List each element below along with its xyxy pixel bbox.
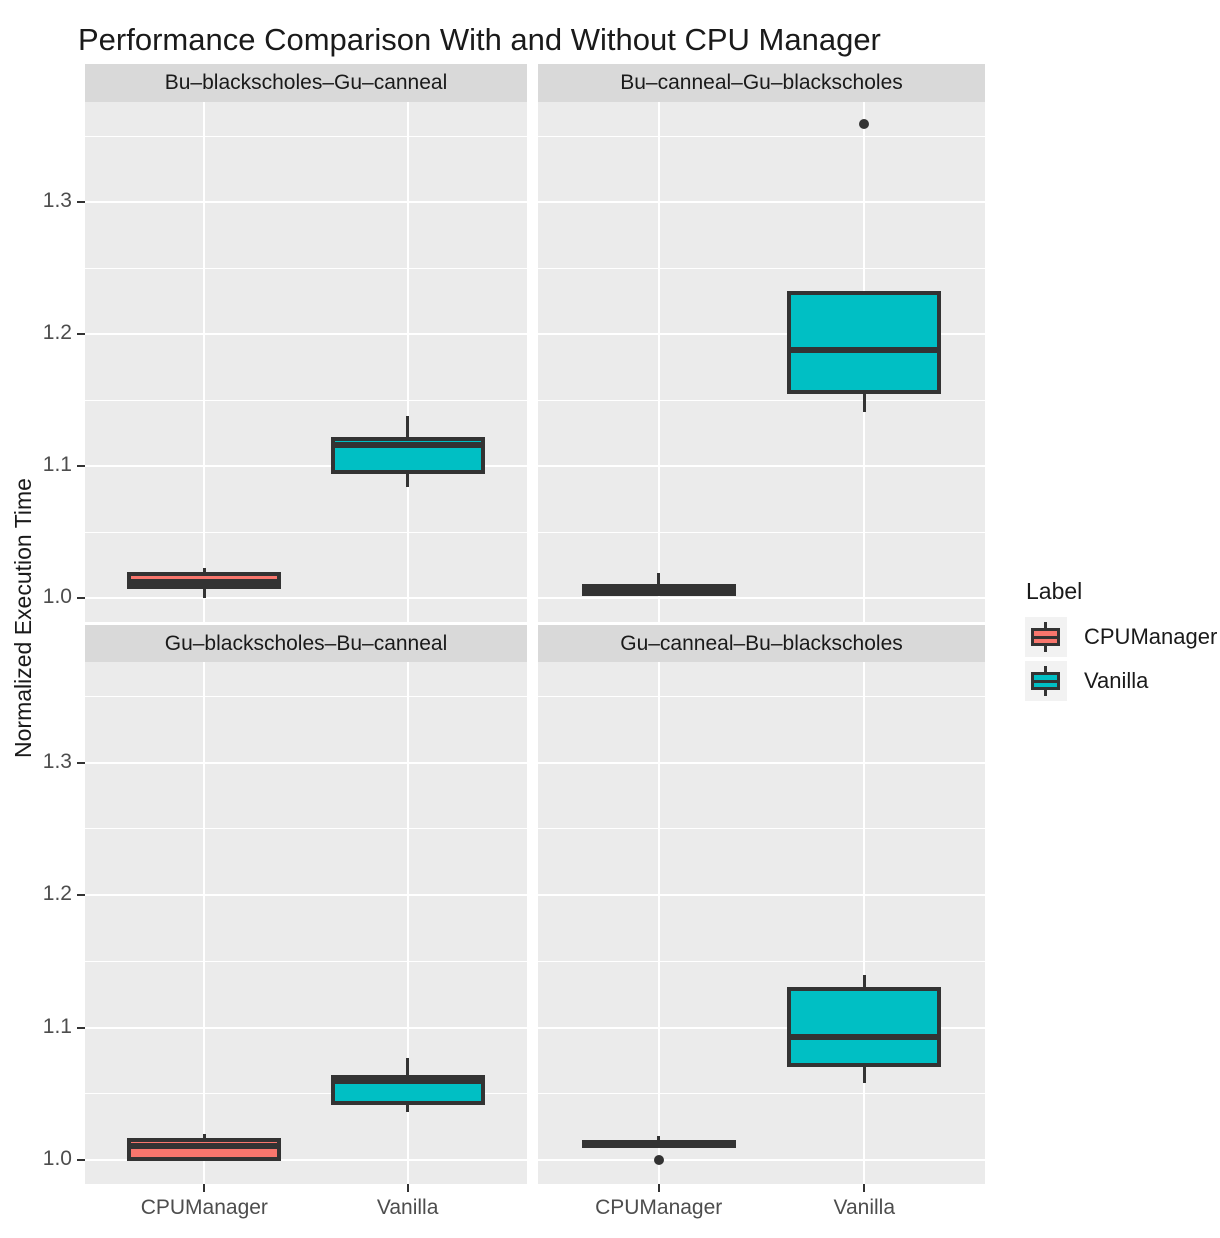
legend-label-vanilla: Vanilla <box>1084 668 1149 693</box>
legend-title: Label <box>1026 578 1083 604</box>
facet-strip: Bu–blackscholes–Gu–canneal <box>85 64 527 102</box>
boxplot-median <box>581 587 736 594</box>
x-axis-tick <box>203 1184 206 1192</box>
gridline-major <box>85 201 527 204</box>
y-axis-tick <box>77 201 85 204</box>
y-tick-label: 1.2 <box>42 882 72 906</box>
facet-strip-label: Bu–canneal–Gu–blackscholes <box>620 71 903 94</box>
gridline-minor <box>85 531 527 533</box>
legend-boxplot-median-icon <box>1031 636 1060 639</box>
chart-title: Performance Comparison With and Without … <box>78 22 881 57</box>
legend-key-vanilla <box>1025 661 1067 701</box>
gridline-major <box>85 761 527 764</box>
y-axis-tick <box>77 894 85 897</box>
y-tick-label: 1.3 <box>42 189 72 213</box>
legend-label-cpumanager: CPUManager <box>1084 624 1218 649</box>
y-axis-tick <box>77 761 85 764</box>
panel <box>85 102 527 622</box>
gridline-minor <box>538 531 985 533</box>
boxplot-median <box>787 347 942 354</box>
outlier-point <box>859 119 870 130</box>
gridline-major <box>538 465 985 468</box>
x-axis-tick <box>863 1184 866 1192</box>
gridline-minor <box>538 960 985 962</box>
gridline-major <box>85 894 527 897</box>
boxplot-box <box>787 986 942 1068</box>
gridline-minor <box>538 695 985 697</box>
boxplot-median <box>581 1141 736 1148</box>
gridline-minor <box>85 960 527 962</box>
y-axis-tick <box>77 1026 85 1029</box>
x-tick-label: Vanilla <box>833 1196 896 1219</box>
gridline-minor <box>85 695 527 697</box>
x-axis-tick <box>657 1184 660 1192</box>
y-tick-label: 1.1 <box>42 1014 72 1038</box>
gridline-vertical <box>406 662 409 1184</box>
gridline-vertical <box>203 102 206 622</box>
y-tick-label: 1.2 <box>42 321 72 345</box>
gridline-major <box>85 597 527 600</box>
gridline-major <box>85 1159 527 1162</box>
y-tick-label: 1.0 <box>42 585 72 609</box>
gridline-major <box>538 894 985 897</box>
gridline-major <box>85 333 527 336</box>
y-axis-tick <box>77 333 85 336</box>
facet-strip-label: Gu–canneal–Bu–blackscholes <box>620 632 903 655</box>
y-tick-label: 1.3 <box>42 749 72 773</box>
gridline-major <box>538 761 985 764</box>
gridline-vertical <box>657 662 660 1184</box>
panel <box>538 662 985 1184</box>
boxplot-box <box>787 290 942 394</box>
x-tick-label: Vanilla <box>376 1196 439 1219</box>
facet-strip: Gu–blackscholes–Bu–canneal <box>85 625 527 663</box>
y-tick-label: 1.0 <box>42 1147 72 1171</box>
gridline-minor <box>538 1093 985 1095</box>
x-tick-label: CPUManager <box>140 1196 268 1219</box>
gridline-minor <box>85 1093 527 1095</box>
gridline-minor <box>85 828 527 830</box>
gridline-major <box>85 1026 527 1029</box>
boxplot-median <box>330 442 485 449</box>
x-axis-tick <box>406 1184 409 1192</box>
y-axis-tick <box>77 597 85 600</box>
gridline-minor <box>538 399 985 401</box>
legend-boxplot-median-icon <box>1031 680 1060 683</box>
gridline-vertical <box>863 662 866 1184</box>
gridline-vertical <box>657 102 660 622</box>
gridline-major <box>538 333 985 336</box>
boxplot-box <box>127 1137 282 1162</box>
gridline-minor <box>85 135 527 137</box>
panel <box>85 662 527 1184</box>
facet-strip-label: Gu–blackscholes–Bu–canneal <box>164 632 448 655</box>
gridline-major <box>538 1026 985 1029</box>
y-axis-tick <box>77 1159 85 1162</box>
x-tick-label: CPUManager <box>595 1196 723 1219</box>
gridline-major <box>538 1159 985 1162</box>
facet-strip: Gu–canneal–Bu–blackscholes <box>538 625 985 663</box>
y-tick-label: 1.1 <box>42 453 72 477</box>
gridline-minor <box>538 135 985 137</box>
gridline-minor <box>85 267 527 269</box>
gridline-minor <box>538 267 985 269</box>
gridline-major <box>85 465 527 468</box>
gridline-minor <box>538 828 985 830</box>
panel <box>538 102 985 622</box>
boxplot-median <box>127 1142 282 1149</box>
boxplot-median <box>330 1077 485 1084</box>
gridline-major <box>538 597 985 600</box>
facet-strip-label: Bu–blackscholes–Gu–canneal <box>164 71 448 94</box>
y-axis-tick <box>77 465 85 468</box>
y-axis-title: Normalized Execution Time <box>10 478 36 758</box>
gridline-vertical <box>406 102 409 622</box>
gridline-major <box>538 201 985 204</box>
facet-strip: Bu–canneal–Gu–blackscholes <box>538 64 985 102</box>
boxplot-median <box>787 1033 942 1040</box>
outlier-point <box>653 1155 664 1166</box>
boxplot-median <box>127 579 282 586</box>
gridline-vertical <box>203 662 206 1184</box>
legend-key-cpumanager <box>1025 617 1067 657</box>
gridline-minor <box>85 399 527 401</box>
